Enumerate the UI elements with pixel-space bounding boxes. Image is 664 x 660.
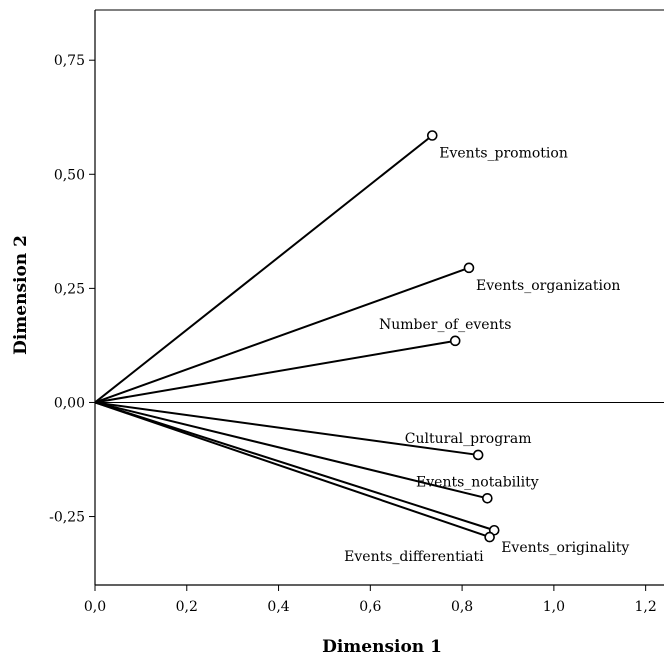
y-tick-label: -0,25 — [49, 510, 85, 526]
vector-line — [94, 401, 479, 456]
tick-group: 0,0 0,2 0,4 0,6 0,8 1,0 1,2 -0,25 0,00 0,25 0,50 0,… — [49, 53, 657, 615]
x-tick-label: 0,8 — [451, 599, 473, 615]
vector-point — [472, 449, 484, 461]
x-tick-label: 1,0 — [543, 599, 565, 615]
vector-line — [94, 401, 495, 532]
point-label: Events_promotion — [439, 145, 568, 161]
point-label: Events_originality — [501, 540, 629, 556]
y-tick-label: 0,00 — [54, 395, 85, 411]
x-tick-label: 0,0 — [84, 599, 106, 615]
vector-line — [94, 339, 456, 404]
y-tick-label: 0,25 — [54, 281, 85, 297]
chart-frame — [94, 9, 664, 586]
vector-point — [463, 262, 475, 274]
x-tick-label: 0,4 — [267, 599, 289, 615]
x-tick-label: 0,6 — [359, 599, 381, 615]
vector-line — [94, 401, 488, 500]
vector-line — [94, 134, 433, 404]
point-label-group: Events_promotion Events_organization Numbe… — [344, 145, 629, 565]
point-label: Cultural_program — [405, 431, 532, 447]
point-label: Events_organization — [476, 278, 620, 294]
x-tick-label: 0,2 — [176, 599, 198, 615]
x-tick-label: 1,2 — [635, 599, 657, 615]
y-axis-title: Dimension 2 — [11, 235, 31, 355]
vector-point — [482, 492, 493, 504]
point-label: Events_notability — [416, 474, 539, 490]
vector-point — [449, 335, 461, 347]
vector-point — [484, 531, 495, 543]
vector-line — [94, 401, 490, 539]
point-label: Number_of_events — [379, 317, 511, 333]
vector-line — [94, 266, 470, 404]
vector-point — [426, 130, 438, 141]
vector-group — [94, 130, 500, 543]
x-axis-title: Dimension 1 — [322, 637, 442, 657]
y-tick-label: 0,50 — [54, 167, 85, 183]
y-tick-label: 0,75 — [54, 53, 85, 69]
point-label: Events_differentiati — [344, 549, 484, 565]
